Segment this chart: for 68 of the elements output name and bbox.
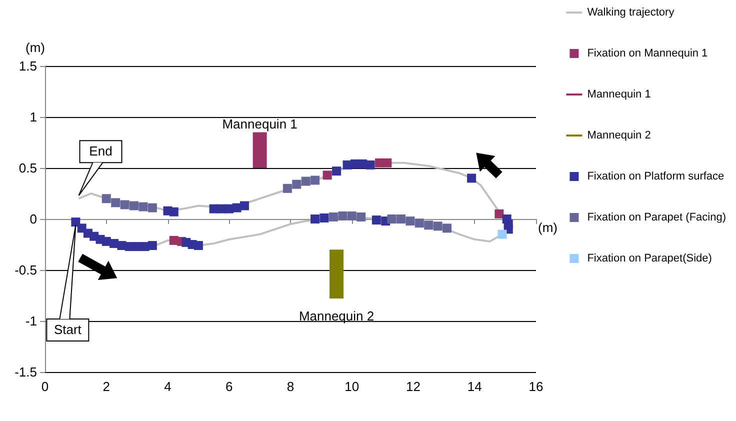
point: [414, 218, 424, 228]
point: [328, 212, 338, 222]
point: [117, 241, 126, 250]
point: [310, 176, 320, 185]
annotation: Start: [54, 322, 82, 338]
point: [240, 201, 249, 210]
x-tick-label: 6: [226, 379, 233, 394]
point: [494, 209, 504, 218]
point: [282, 184, 292, 193]
legend-label: Fixation on Mannequin 1: [587, 48, 708, 60]
annotation: End: [89, 144, 112, 159]
point: [292, 180, 302, 189]
y-tick-label: -0.5: [14, 262, 37, 278]
y-tick-label: 1: [30, 110, 37, 124]
point: [338, 211, 348, 220]
point: [382, 158, 392, 168]
x-tick-label: 8: [286, 379, 294, 394]
x-tick-label: 14: [467, 379, 482, 394]
point: [320, 213, 329, 222]
x-axis-title: (m): [538, 220, 558, 235]
point: [310, 214, 320, 224]
point: [396, 214, 406, 224]
point: [372, 216, 381, 225]
x-tick-label: 16: [528, 379, 544, 394]
point: [120, 200, 130, 210]
point: [140, 242, 150, 252]
y-tick-label: -1.5: [14, 364, 37, 380]
x-tick-label: 2: [102, 379, 110, 394]
point: [102, 194, 111, 204]
point: [366, 160, 375, 170]
x-tick-label: 0: [41, 379, 49, 394]
point: [332, 166, 342, 176]
x-tick-label: 12: [406, 379, 420, 394]
x-tick-label: 10: [344, 379, 360, 394]
legend-label: Fixation on Parapet(Side): [587, 252, 712, 264]
point: [347, 211, 356, 220]
point: [148, 241, 157, 250]
point: [194, 241, 203, 250]
point: [356, 212, 366, 222]
y-tick-label: -1: [25, 314, 37, 328]
point: [301, 176, 310, 186]
y-axis-title: (m): [26, 40, 45, 55]
point: [358, 159, 368, 168]
legend-label: Fixation on Platform surface: [587, 170, 724, 182]
point: [129, 201, 138, 210]
legend-label: Fixation on Parapet (Facing): [587, 212, 726, 224]
point: [322, 170, 332, 180]
point: [406, 216, 415, 226]
y-tick-label: 0.5: [18, 160, 37, 176]
point: [387, 214, 396, 224]
point: [148, 203, 157, 212]
point: [433, 222, 442, 231]
point: [424, 220, 434, 230]
legend-label: Mannequin 2: [587, 130, 651, 142]
legend-label: Walking trajectory: [587, 6, 675, 18]
y-tick-label: 1.5: [18, 58, 37, 74]
point: [224, 204, 234, 214]
point: [442, 224, 452, 233]
point: [111, 198, 120, 208]
point: [138, 202, 148, 212]
y-tick-label: 0: [30, 212, 37, 226]
legend-label: Mannequin 1: [587, 88, 651, 100]
annotation: Mannequin 1: [222, 116, 298, 132]
point: [169, 207, 178, 216]
point: [467, 174, 476, 183]
annotation: Mannequin 2: [298, 308, 374, 324]
point: [498, 230, 507, 239]
x-tick-label: 4: [164, 379, 172, 394]
